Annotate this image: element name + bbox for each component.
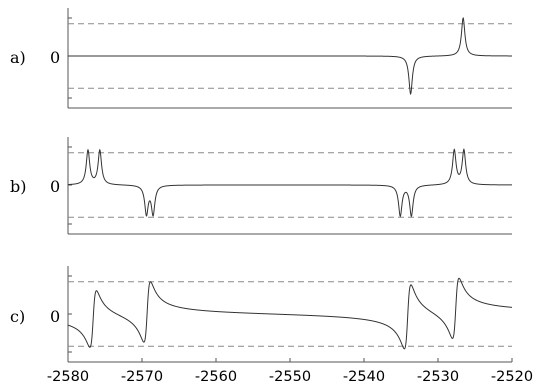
x-tick-label: -2530 <box>417 369 459 385</box>
panel-label-c: c) <box>10 307 25 326</box>
spectrum-trace <box>67 148 512 218</box>
zero-tick-label-b: 0 <box>50 177 60 196</box>
x-tick-label: -2570 <box>121 369 163 385</box>
x-axis: -2580 -2570 -2560 -2550 -2540 -2530 -2520 <box>47 358 533 385</box>
panel-a: a) 0 <box>10 8 512 109</box>
x-tick-label: -2560 <box>195 369 237 385</box>
zero-tick-label-a: 0 <box>50 48 60 67</box>
x-tick-label: -2550 <box>269 369 311 385</box>
spectrum-trace <box>67 277 513 350</box>
x-tick-label: -2520 <box>491 369 533 385</box>
panel-label-b: b) <box>10 177 26 196</box>
panel-label-a: a) <box>10 48 26 67</box>
x-tick-label: -2540 <box>343 369 385 385</box>
x-tick-label: -2580 <box>47 369 89 385</box>
spectrum-trace <box>68 16 512 96</box>
zero-tick-label-c: 0 <box>50 307 60 326</box>
panel-b: b) 0 <box>10 137 512 235</box>
panel-c: c) 0 <box>10 266 513 363</box>
